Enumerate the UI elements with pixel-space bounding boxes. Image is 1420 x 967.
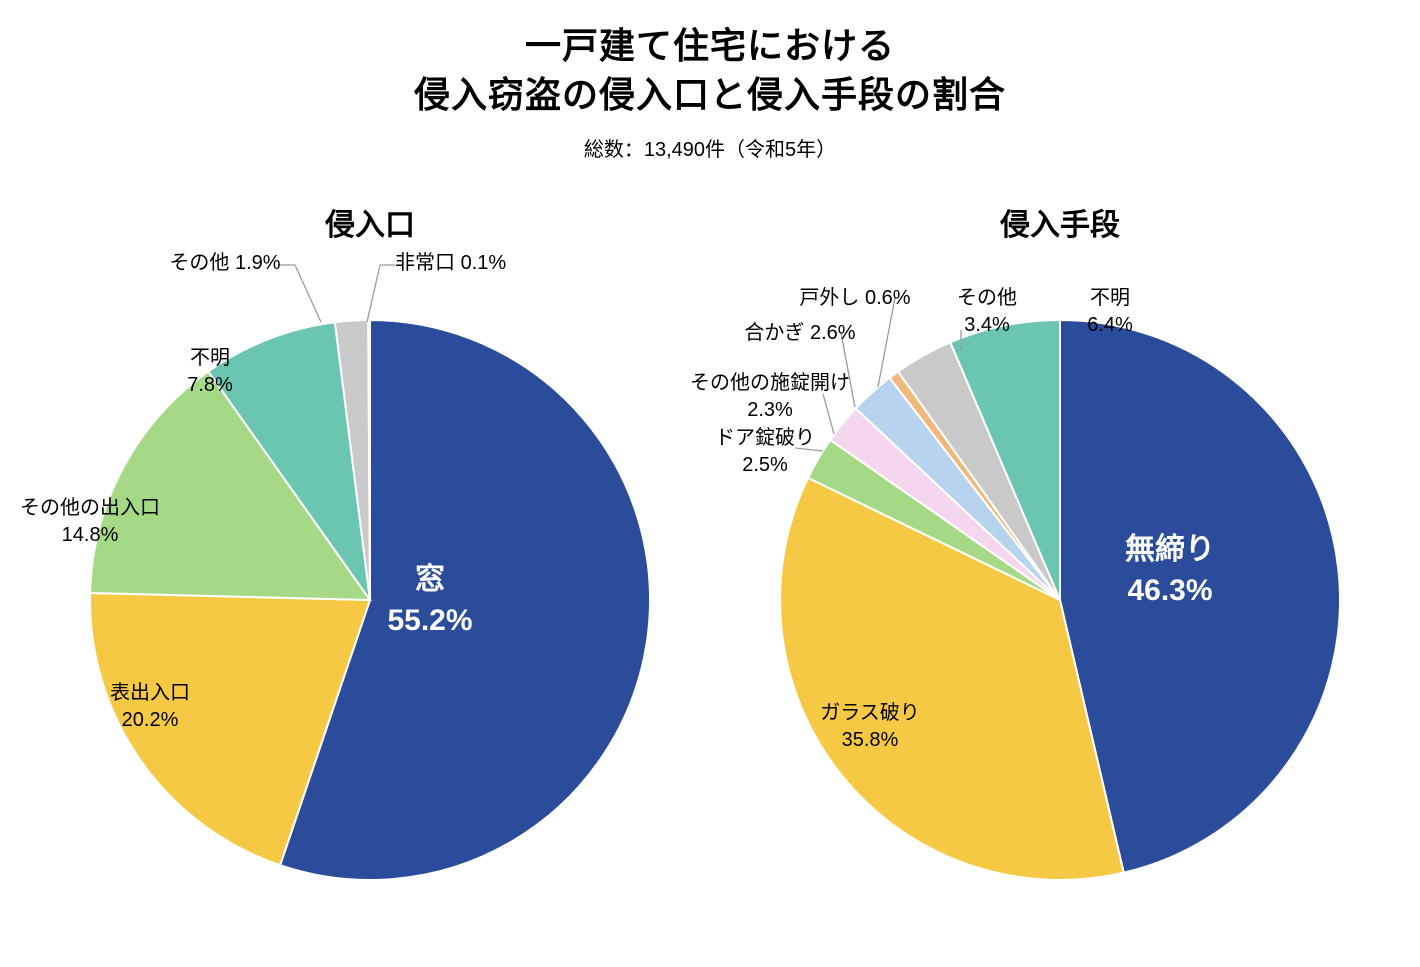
slice-value: 0.6%	[865, 287, 911, 309]
right-slice-label: 合かぎ 2.6%	[744, 320, 855, 347]
slice-value: 2.6%	[810, 322, 856, 344]
right-slice-label: その他の施錠開け 2.3%	[690, 370, 850, 424]
leader-line	[367, 265, 395, 322]
slice-name: ガラス破り	[820, 702, 920, 724]
leader-line	[278, 265, 321, 322]
slice-value: 6.4%	[1087, 314, 1133, 336]
slice-value: 35.8%	[842, 729, 899, 751]
slice-name: 合かぎ	[744, 322, 804, 344]
slice-value: 46.3%	[1127, 574, 1212, 607]
slice-value: 20.2%	[122, 709, 179, 731]
right-slice-label: その他 3.4%	[957, 285, 1017, 339]
right-slice-label: 戸外し 0.6%	[799, 285, 910, 312]
leader-lines	[0, 0, 1420, 967]
slice-name: ドア錠破り	[715, 427, 815, 449]
slice-name: 不明	[1090, 287, 1130, 309]
slice-name: 不明	[190, 347, 230, 369]
slice-name: 表出入口	[110, 682, 190, 704]
slice-name: 窓	[415, 563, 445, 596]
right-slice-label: ガラス破り 35.8%	[820, 700, 920, 754]
slice-value: 2.3%	[747, 399, 793, 421]
slice-name: その他の出入口	[20, 497, 160, 519]
slice-value: 2.5%	[742, 454, 788, 476]
left-slice-label: 表出入口 20.2%	[110, 680, 190, 734]
right-slice-label: ドア錠破り 2.5%	[715, 425, 815, 479]
slice-name: その他	[169, 252, 229, 274]
slice-name: 戸外し	[799, 287, 859, 309]
left-slice-label: その他の出入口 14.8%	[20, 495, 160, 549]
slice-value: 55.2%	[387, 604, 472, 637]
slice-value: 1.9%	[235, 252, 281, 274]
slice-name: その他	[957, 287, 1017, 309]
slice-value: 14.8%	[62, 524, 119, 546]
left-slice-label: 窓 55.2%	[387, 560, 472, 641]
slice-value: 7.8%	[187, 374, 233, 396]
slice-name: 非常口	[395, 252, 455, 274]
right-slice-label: 無締り 46.3%	[1125, 530, 1215, 611]
left-slice-label: 不明 7.8%	[187, 345, 233, 399]
slice-value: 0.1%	[461, 252, 507, 274]
slice-value: 3.4%	[964, 314, 1010, 336]
page: 一戸建て住宅における 侵入窃盗の侵入口と侵入手段の割合 総数：13,490件（令…	[0, 0, 1420, 967]
left-slice-label: 非常口 0.1%	[395, 250, 506, 277]
right-slice-label: 不明 6.4%	[1087, 285, 1133, 339]
slice-name: 無締り	[1125, 533, 1215, 566]
slice-name: その他の施錠開け	[690, 372, 850, 394]
left-slice-label: その他 1.9%	[169, 250, 280, 277]
